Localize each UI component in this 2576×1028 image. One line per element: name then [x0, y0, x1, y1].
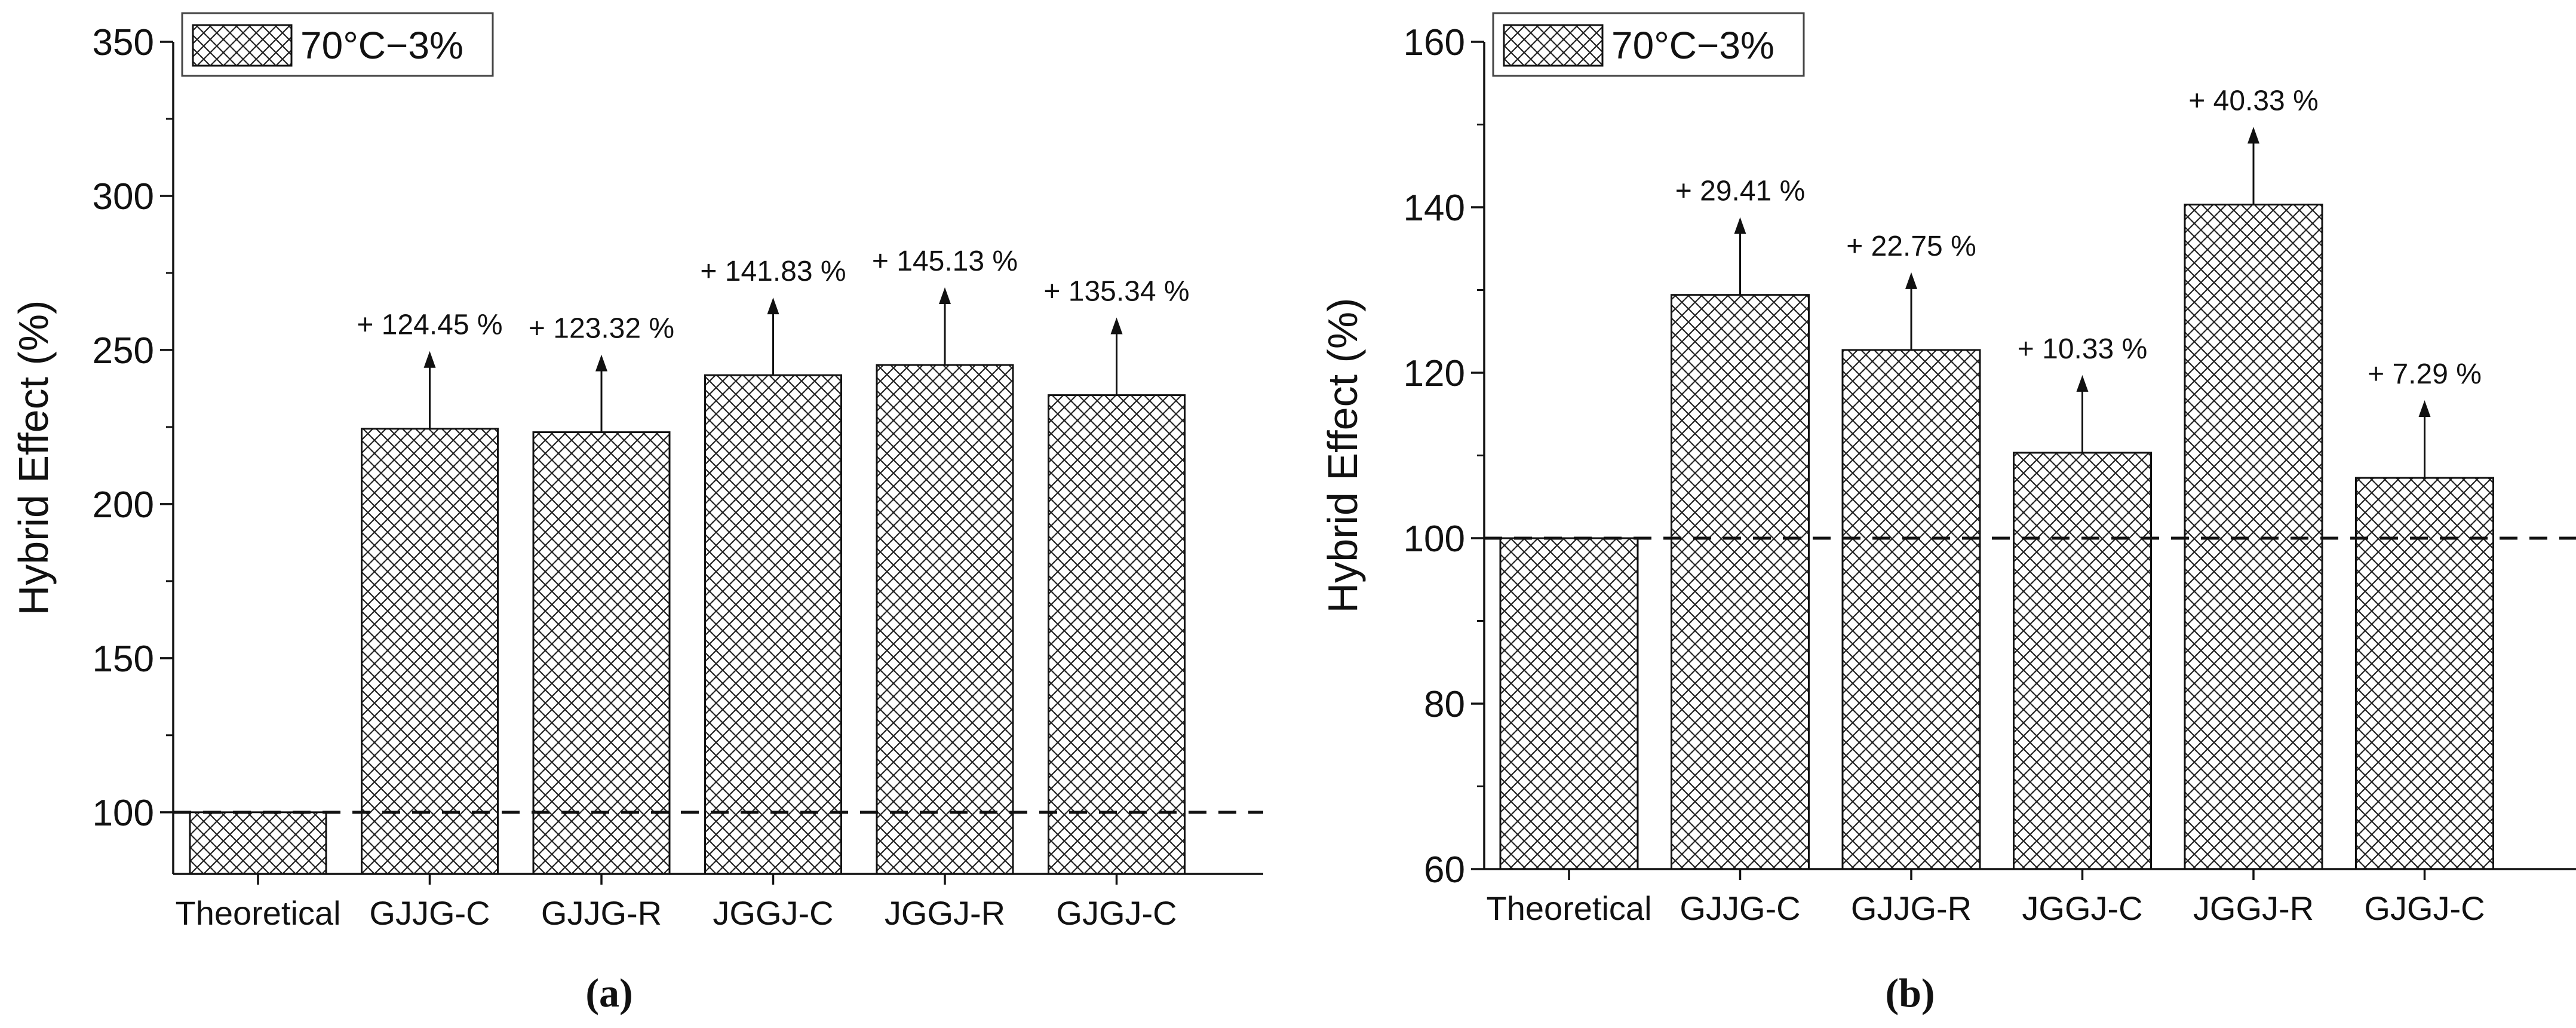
bar-jggj-c [2013, 452, 2152, 870]
increase-annotation: + 145.13 % [872, 246, 1018, 277]
x-tick-label: GJJG-C [369, 894, 490, 932]
chart-panel-b: 60 80 100 120 140 160 Theoretical GJJG-C GJJG-R J… [1319, 12, 2576, 1015]
increase-annotation: + 124.45 % [357, 309, 502, 341]
legend-swatch [192, 24, 293, 67]
x-tick-label: JGGJ-C [713, 894, 833, 932]
bar-gjgj-c [2355, 477, 2494, 870]
y-tick-label: 160 [1404, 22, 1465, 63]
x-tick-label: JGGJ-R [2193, 889, 2314, 927]
x-tick-label: GJGJ-C [2364, 889, 2485, 927]
chart-panel-a: 100 150 200 250 300 350 Theoretical GJJG-C GJJG-… [10, 12, 1263, 1015]
y-tick-label: 250 [93, 330, 154, 372]
increase-annotation: + 141.83 % [700, 256, 846, 287]
increase-arrow-head [423, 351, 436, 368]
legend-label: 70°C−3% [1611, 24, 1774, 67]
bar-theoretical [189, 811, 327, 875]
x-tick-label: GJJG-C [1680, 889, 1800, 927]
x-tick-label: JGGJ-C [2022, 889, 2142, 927]
increase-annotation: + 123.32 % [529, 313, 674, 345]
y-tick-label: 60 [1424, 849, 1465, 891]
increase-annotation: + 40.33 % [2188, 85, 2319, 116]
bar-theoretical [1499, 537, 1639, 870]
y-tick-label: 120 [1404, 353, 1465, 394]
increase-arrow-head [2248, 127, 2259, 144]
increase-arrow-head [767, 297, 779, 315]
increase-arrow-head [595, 354, 607, 372]
y-axis-title: Hybrid Effect (%) [10, 300, 57, 616]
x-tick-label: JGGJ-R [885, 894, 1005, 932]
increase-arrow-head [2418, 400, 2431, 418]
bar-gjjg-r [532, 431, 671, 875]
bar-gjjg-c [361, 428, 499, 875]
x-tick-label: GJGJ-C [1056, 894, 1177, 932]
y-tick-label: 350 [93, 22, 154, 63]
x-tick-label: GJJG-R [541, 894, 662, 932]
y-axis-title: Hybrid Effect (%) [1319, 298, 1366, 613]
y-tick-label: 100 [93, 793, 154, 834]
y-tick-label: 300 [93, 176, 154, 217]
bar-gjgj-c [1048, 394, 1186, 875]
increase-annotation: + 7.29 % [2368, 358, 2482, 390]
increase-annotation: + 29.41 % [1675, 176, 1806, 207]
y-tick-label: 80 [1424, 684, 1465, 725]
y-tick-label: 200 [93, 484, 154, 526]
increase-annotation: + 22.75 % [1846, 231, 1976, 262]
y-tick-label: 100 [1404, 518, 1465, 560]
y-tick-label: 140 [1404, 188, 1465, 229]
bar-jggj-c [704, 374, 842, 875]
legend-swatch [1503, 24, 1604, 67]
x-tick-label: Theoretical [1486, 889, 1651, 927]
increase-arrow-head [1110, 317, 1123, 335]
increase-arrow-head [1734, 217, 1746, 234]
increase-annotation: + 10.33 % [2018, 333, 2148, 365]
x-tick-label: GJJG-R [1851, 889, 1972, 927]
increase-arrow-head [2076, 375, 2089, 392]
bar-jggj-r [876, 364, 1014, 875]
increase-arrow-head [939, 287, 951, 305]
bar-gjjg-c [1671, 294, 1810, 870]
increase-annotation: + 135.34 % [1043, 276, 1189, 308]
panel-caption: (b) [1885, 970, 1935, 1015]
y-tick-label: 150 [93, 639, 154, 680]
bar-gjjg-r [1841, 349, 1981, 870]
x-tick-label: Theoretical [175, 894, 340, 932]
panel-caption: (a) [585, 970, 633, 1015]
legend-label: 70°C−3% [300, 24, 463, 67]
increase-arrow-head [1905, 272, 1917, 289]
